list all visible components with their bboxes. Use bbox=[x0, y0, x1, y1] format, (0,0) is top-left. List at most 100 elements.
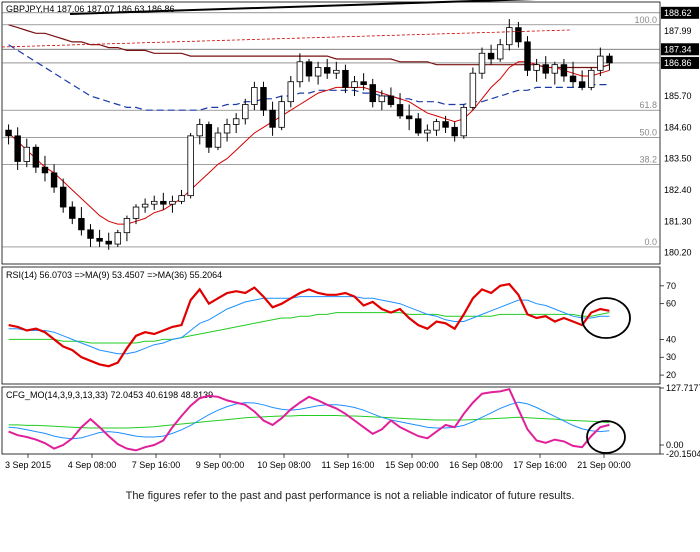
time-tick-label: 11 Sep 16:00 bbox=[322, 460, 375, 470]
candle-body bbox=[424, 129, 431, 134]
cfg-tick-label: 0.00 bbox=[666, 440, 684, 450]
candle-body bbox=[96, 237, 103, 242]
rsi-pane[interactable]: RSI(14) 56.0703 =>MA(9) 53.4507 =>MA(36)… bbox=[1, 266, 676, 385]
cfg-pane-title: CFG_MO(14,3,9,3,13,33) 72.0453 40.6198 4… bbox=[6, 390, 213, 400]
candle-body bbox=[588, 69, 595, 88]
trendline-upper[interactable] bbox=[69, 0, 660, 15]
time-tick-label: 9 Sep 00:00 bbox=[196, 460, 245, 470]
candle-body bbox=[506, 27, 513, 46]
candle-body bbox=[369, 84, 376, 103]
candle-body bbox=[223, 124, 231, 134]
candle-body bbox=[469, 72, 477, 108]
fib-level-label: 61.8 bbox=[639, 100, 657, 110]
candle-body bbox=[41, 166, 49, 174]
candle-body bbox=[442, 121, 449, 128]
candle-body bbox=[78, 218, 85, 231]
cfg-line bbox=[8, 388, 610, 452]
candle-body bbox=[351, 81, 358, 88]
rsi-tick-label: 20 bbox=[666, 370, 676, 380]
candle-body bbox=[451, 126, 458, 137]
candle-body bbox=[278, 101, 285, 128]
price-tick-label: 181.30 bbox=[664, 216, 692, 226]
price-tick-label: 186.86 bbox=[664, 58, 692, 68]
rsi-tick-label: 60 bbox=[666, 299, 676, 309]
price-tick-label: 182.40 bbox=[664, 185, 692, 195]
time-tick-label: 17 Sep 16:00 bbox=[513, 460, 567, 470]
ma-mid-line bbox=[8, 24, 610, 69]
candle-body bbox=[269, 109, 276, 128]
price-tick-label: 185.70 bbox=[664, 91, 692, 101]
candle-body bbox=[396, 104, 404, 117]
candle-body bbox=[560, 64, 568, 77]
candle-body bbox=[597, 55, 604, 71]
price-tag bbox=[661, 43, 699, 56]
candle-body bbox=[415, 118, 422, 134]
disclaimer-text: The figures refer to the past and past p… bbox=[125, 490, 575, 502]
candle-body bbox=[296, 61, 304, 83]
candle-body bbox=[433, 121, 440, 131]
candle-body bbox=[169, 200, 176, 205]
rsi-tick-label: 30 bbox=[666, 352, 676, 362]
time-tick-label: 21 Sep 00:00 bbox=[577, 460, 631, 470]
candle-body bbox=[460, 106, 467, 137]
candle-body bbox=[323, 67, 331, 74]
price-tick-label: 183.50 bbox=[664, 154, 692, 164]
candle-body bbox=[405, 115, 413, 120]
price-tick-label: 187.34 bbox=[664, 44, 692, 54]
rsi-lines bbox=[8, 282, 610, 368]
candle-body bbox=[5, 129, 12, 137]
fibonacci-levels: 100.0 61.8 50.0 38.2 0.0 bbox=[2, 15, 660, 248]
candle-body bbox=[178, 195, 185, 202]
candle-body bbox=[496, 44, 504, 60]
candle-body bbox=[342, 69, 349, 88]
rsi-axis: 70 60 40 30 20 bbox=[660, 281, 676, 380]
rsi-ma9-line bbox=[8, 296, 610, 355]
price-axis: 188.62 187.99 187.34 186.86 185.70 184.60 183.… bbox=[2, 6, 699, 258]
price-pane[interactable]: GBPJPY,H4 187.06 187.07 186.63 186.86 10… bbox=[1, 0, 699, 265]
candle-body bbox=[151, 200, 158, 205]
trading-chart[interactable]: GBPJPY,H4 187.06 187.07 186.63 186.86 10… bbox=[0, 0, 700, 480]
candle-body bbox=[314, 67, 322, 77]
candle-body bbox=[251, 87, 258, 105]
time-tick-label: 7 Sep 16:00 bbox=[132, 460, 181, 470]
candle-body bbox=[69, 206, 76, 219]
time-axis: 3 Sep 2015 4 Sep 08:00 7 Sep 16:00 9 Sep 00… bbox=[5, 454, 631, 470]
candle-body bbox=[160, 200, 167, 205]
rsi-ma36-line bbox=[8, 312, 610, 344]
rsi-tick-label: 40 bbox=[666, 334, 676, 344]
candle-body bbox=[478, 52, 486, 74]
candle-body bbox=[260, 87, 267, 111]
candle-body bbox=[524, 41, 531, 71]
candle-body bbox=[232, 118, 240, 125]
cfg-pane-frame bbox=[1, 386, 661, 455]
candle-body bbox=[387, 95, 395, 105]
ma-slow-line bbox=[8, 44, 610, 111]
candle-body bbox=[542, 64, 549, 74]
fib-level-label: 0.0 bbox=[644, 237, 657, 247]
time-tick-label: 10 Sep 08:00 bbox=[257, 460, 311, 470]
candle-body bbox=[114, 232, 122, 245]
candle-body bbox=[578, 81, 586, 88]
cfg-ma1-line bbox=[8, 401, 610, 440]
candle-body bbox=[14, 135, 21, 162]
cfg-pane[interactable]: CFG_MO(14,3,9,3,13,33) 72.0453 40.6198 4… bbox=[1, 383, 700, 459]
candle-body bbox=[105, 240, 112, 245]
candle-body bbox=[360, 81, 367, 85]
candle-body bbox=[50, 172, 58, 188]
price-tag bbox=[661, 56, 699, 69]
cfg-tick-label: 127.7177 bbox=[666, 383, 700, 393]
time-tick-label: 16 Sep 08:00 bbox=[449, 460, 503, 470]
candle-body bbox=[141, 203, 149, 208]
candlesticks bbox=[5, 19, 613, 250]
price-tick-label: 184.60 bbox=[664, 122, 692, 132]
candle-body bbox=[533, 64, 540, 71]
time-tick-label: 3 Sep 2015 bbox=[5, 460, 51, 470]
rsi-line bbox=[8, 282, 610, 368]
candle-body bbox=[551, 64, 559, 74]
candle-body bbox=[487, 52, 495, 60]
fib-level-label: 50.0 bbox=[639, 127, 657, 137]
moving-averages bbox=[8, 24, 610, 225]
candle-body bbox=[205, 124, 213, 148]
time-tick-label: 4 Sep 08:00 bbox=[68, 460, 117, 470]
candle-body bbox=[187, 135, 194, 197]
